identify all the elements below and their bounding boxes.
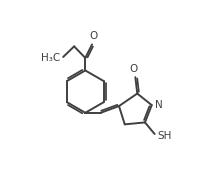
Text: SH: SH <box>157 131 171 141</box>
Text: N: N <box>155 100 163 110</box>
Text: O: O <box>89 31 97 41</box>
Text: O: O <box>129 64 137 74</box>
Text: H₃C: H₃C <box>41 53 60 63</box>
